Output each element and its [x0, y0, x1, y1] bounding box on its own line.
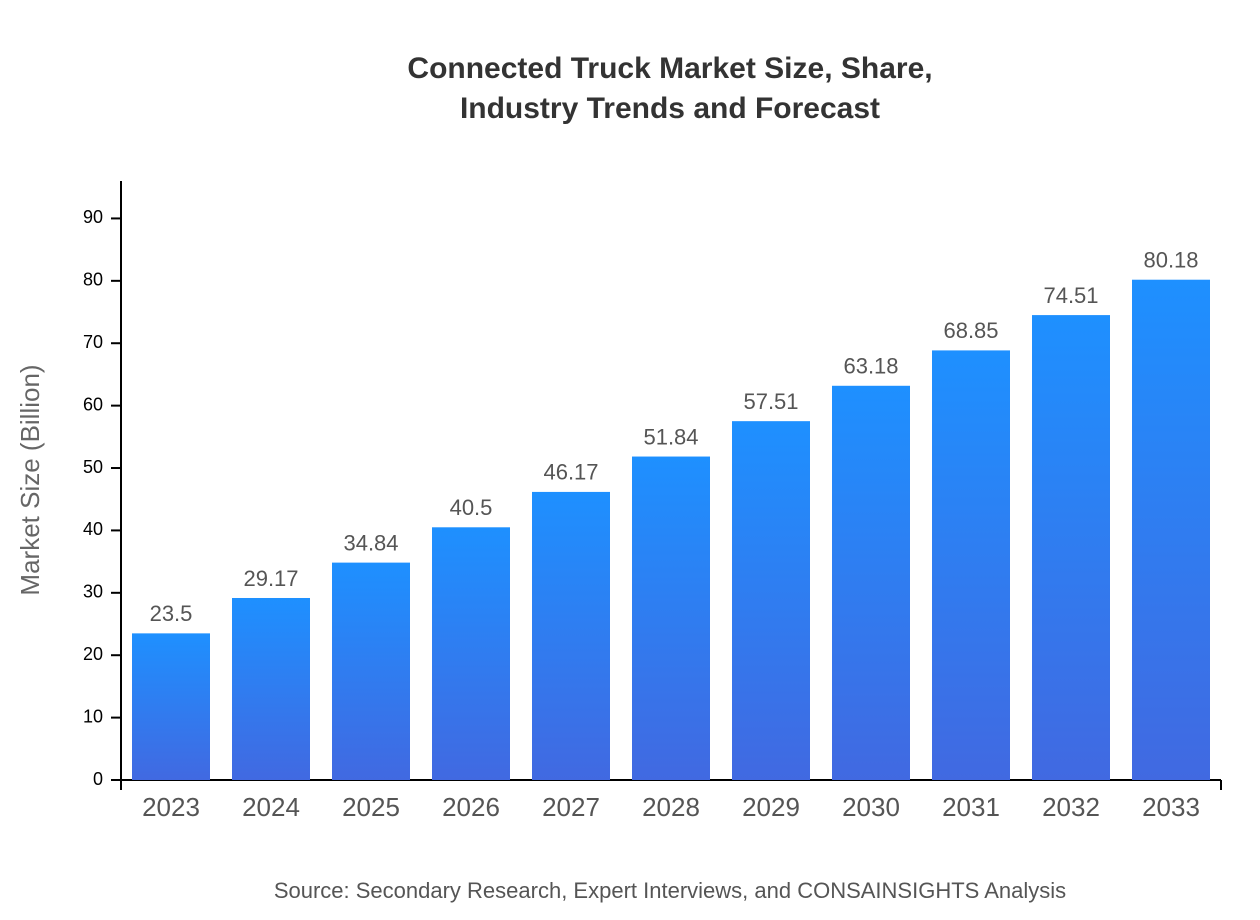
chart-title: Industry Trends and Forecast	[460, 92, 880, 125]
bar	[232, 597, 310, 780]
value-label: 46.17	[543, 460, 598, 485]
bar	[1032, 315, 1110, 780]
bar	[932, 350, 1010, 780]
source-note: Source: Secondary Research, Expert Inter…	[274, 878, 1066, 903]
bar	[432, 527, 510, 780]
bar	[532, 491, 610, 780]
x-tick-label: 2031	[942, 792, 1000, 822]
value-label: 40.5	[450, 495, 493, 520]
y-tick-label: 30	[83, 582, 103, 602]
bar	[332, 562, 410, 780]
value-label: 29.17	[243, 566, 298, 591]
y-tick-label: 0	[93, 769, 103, 789]
y-tick-label: 40	[83, 519, 103, 539]
y-tick-label: 70	[83, 332, 103, 352]
value-label: 34.84	[343, 530, 398, 555]
x-tick-label: 2024	[242, 792, 300, 822]
x-tick-label: 2029	[742, 792, 800, 822]
bar	[832, 385, 910, 780]
bar	[632, 456, 710, 780]
chart-title: Connected Truck Market Size, Share,	[407, 52, 932, 85]
y-tick-label: 10	[83, 706, 103, 726]
y-tick-label: 60	[83, 394, 103, 414]
x-tick-label: 2027	[542, 792, 600, 822]
value-label: 74.51	[1043, 283, 1098, 308]
y-tick-label: 50	[83, 457, 103, 477]
bar	[1132, 279, 1210, 780]
x-tick-label: 2025	[342, 792, 400, 822]
value-label: 63.18	[843, 354, 898, 379]
value-label: 68.85	[943, 318, 998, 343]
y-tick-label: 90	[83, 207, 103, 227]
bar	[732, 421, 810, 780]
value-label: 80.18	[1143, 248, 1198, 273]
x-tick-label: 2030	[842, 792, 900, 822]
value-label: 23.5	[150, 601, 193, 626]
x-tick-label: 2023	[142, 792, 200, 822]
value-label: 51.84	[643, 424, 698, 449]
bar	[132, 633, 210, 780]
y-tick-label: 80	[83, 270, 103, 290]
x-tick-label: 2032	[1042, 792, 1100, 822]
x-tick-label: 2026	[442, 792, 500, 822]
y-tick-label: 20	[83, 644, 103, 664]
x-tick-label: 2033	[1142, 792, 1200, 822]
y-axis-label: Market Size (Billion)	[15, 364, 45, 595]
x-tick-label: 2028	[642, 792, 700, 822]
value-label: 57.51	[743, 389, 798, 414]
